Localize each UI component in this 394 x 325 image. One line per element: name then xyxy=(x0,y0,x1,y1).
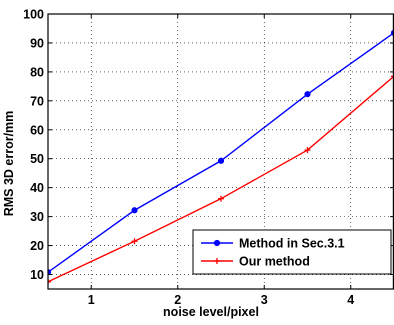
y-tick-label: 10 xyxy=(30,268,44,282)
plus-marker xyxy=(48,278,51,285)
legend-label: Method in Sec.3.1 xyxy=(239,237,345,251)
y-tick-label: 100 xyxy=(23,8,44,22)
y-tick-label: 40 xyxy=(30,181,44,195)
x-tick-label: 3 xyxy=(261,293,268,307)
plus-marker xyxy=(304,147,311,154)
plus-marker xyxy=(214,258,220,264)
x-tick-label: 2 xyxy=(174,293,181,307)
x-tick-label: 4 xyxy=(347,293,354,307)
y-tick-label: 50 xyxy=(30,152,44,166)
plus-marker xyxy=(131,238,138,245)
circle-marker xyxy=(213,239,221,247)
series-layer xyxy=(48,29,394,285)
circle-marker xyxy=(217,157,225,164)
plus-marker xyxy=(391,73,394,80)
x-axis-label: noise level/pixel xyxy=(163,305,259,319)
legend-label: Our method xyxy=(239,255,310,269)
y-tick-label: 20 xyxy=(30,239,44,253)
y-tick-label: 60 xyxy=(30,123,44,137)
plus-marker xyxy=(218,195,224,202)
tick-layer: 1 2 3 4 10 20 30 40 50 60 70 80 90 100 xyxy=(23,8,394,307)
y-tick-label: 30 xyxy=(30,210,44,224)
circle-marker xyxy=(131,207,138,214)
legend-box xyxy=(192,229,392,275)
y-tick-label: 90 xyxy=(30,36,44,50)
y-axis-label: RMS 3D error/mm xyxy=(2,111,16,217)
circle-marker xyxy=(304,91,311,98)
plot-frame xyxy=(47,13,394,290)
series-2 xyxy=(48,73,394,285)
legend-item: Method in Sec.3.1 xyxy=(201,237,345,251)
y-tick-label: 80 xyxy=(30,65,44,79)
legend: Method in Sec.3.1 Our method xyxy=(192,229,392,275)
y-tick-label: 70 xyxy=(30,94,44,108)
legend-item: Our method xyxy=(201,255,310,269)
x-tick-label: 1 xyxy=(88,293,95,307)
